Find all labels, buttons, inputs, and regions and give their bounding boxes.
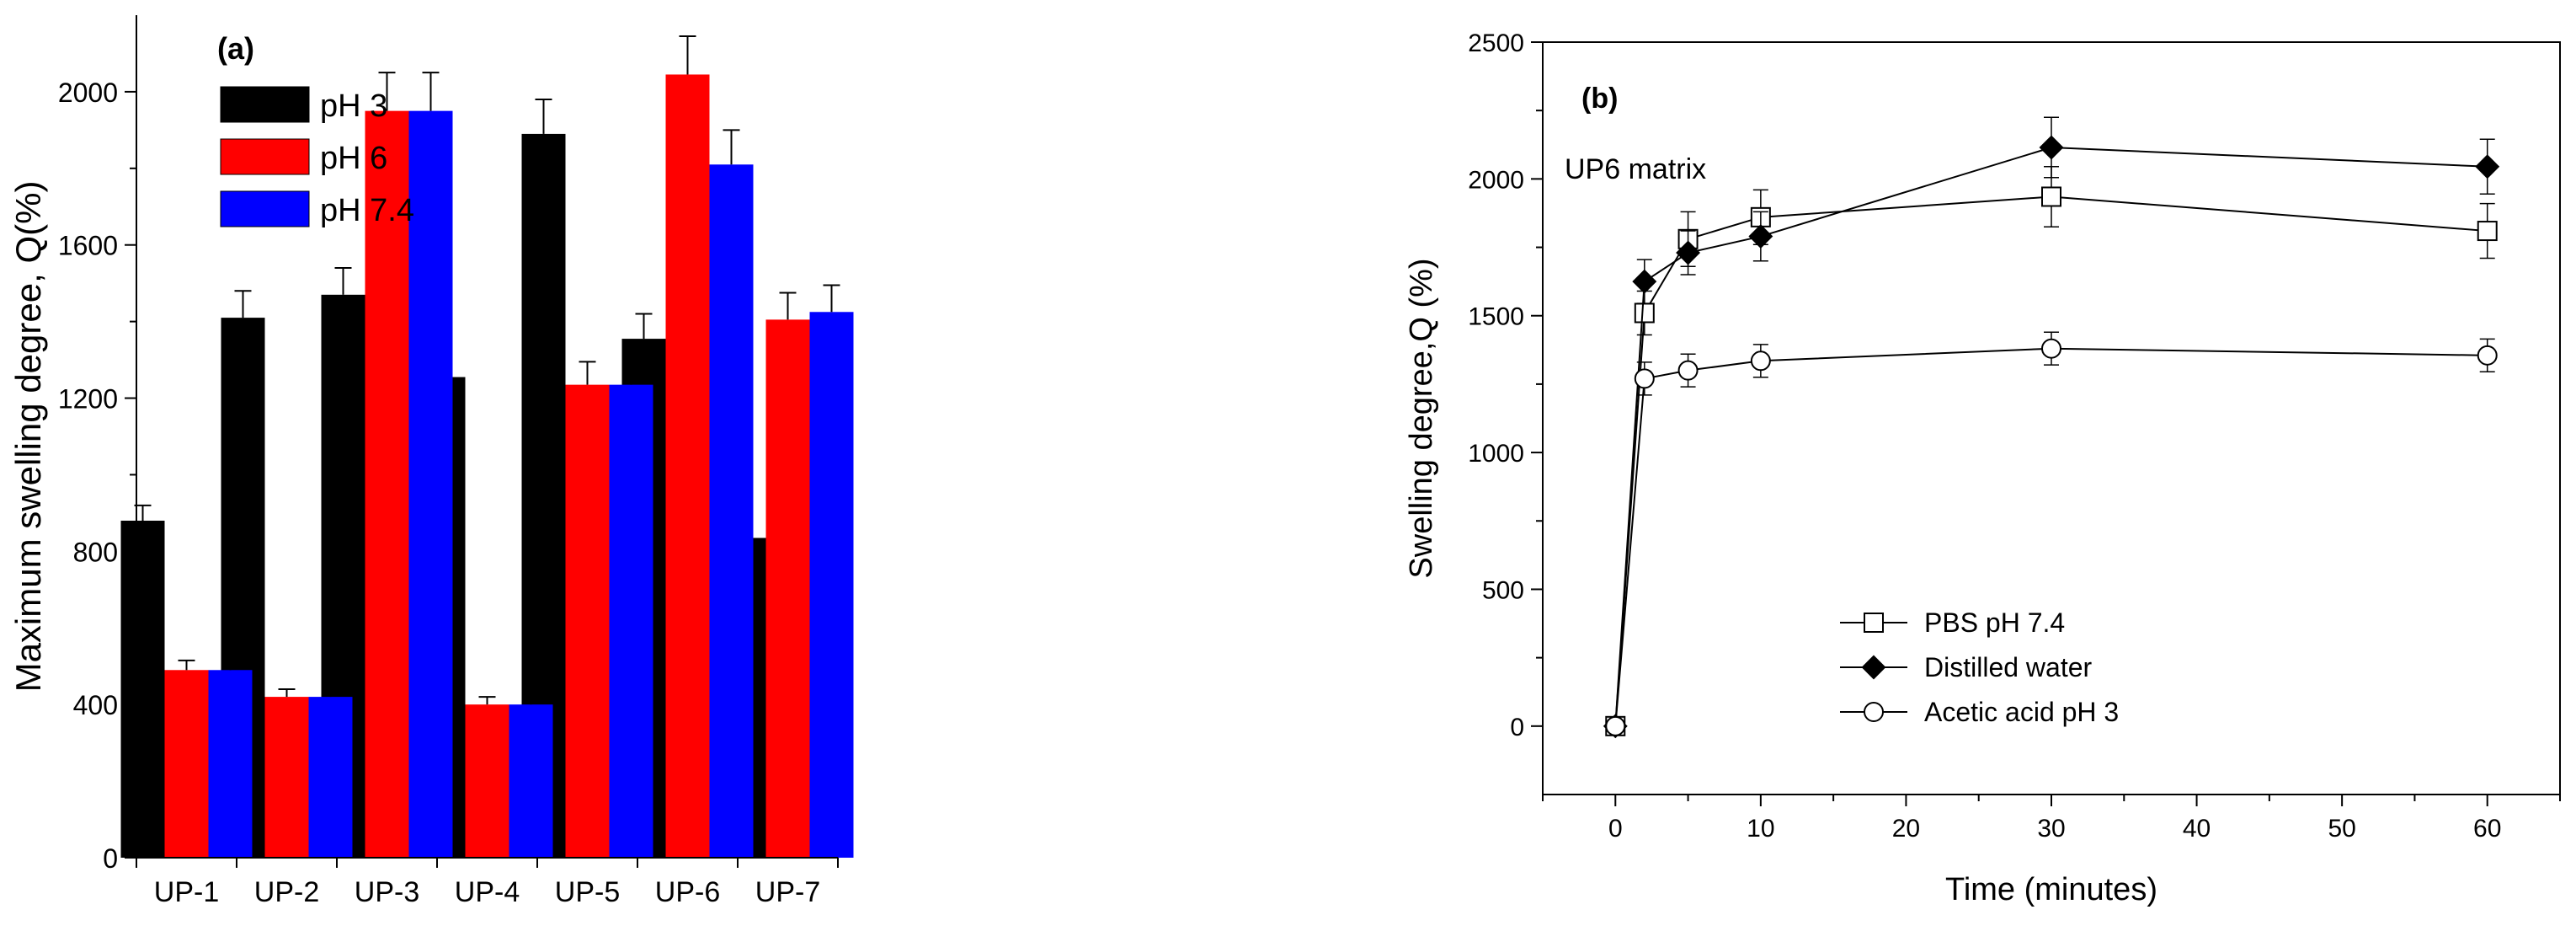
legend-marker bbox=[1864, 613, 1884, 633]
y-tick-label: 1200 bbox=[58, 384, 118, 415]
x-tick-label: 10 bbox=[1747, 815, 1774, 843]
y-tick-label: 2000 bbox=[58, 78, 118, 108]
bar bbox=[509, 704, 553, 858]
x-tick-label: UP-2 bbox=[254, 876, 319, 908]
bar bbox=[765, 319, 810, 858]
y-tick-label: 2500 bbox=[1468, 29, 1524, 57]
y-axis-title: Maximum swelling degree, Q(%) bbox=[8, 181, 48, 693]
data-point bbox=[1750, 350, 1771, 372]
data-point bbox=[2041, 186, 2061, 207]
data-point bbox=[1605, 715, 1626, 736]
x-tick-label: UP-6 bbox=[655, 876, 720, 908]
legend-label: pH 6 bbox=[320, 141, 387, 176]
data-point bbox=[1634, 302, 1655, 324]
legend-swatch bbox=[220, 86, 310, 123]
legend-swatch bbox=[220, 190, 310, 227]
bar bbox=[264, 697, 309, 858]
line-chart-panel-b: 0 500 1000 1500 2000 2500 0 10 20 30 40 50 60 Time (m… bbox=[1404, 29, 2561, 907]
y-axis-title: Swelling degree,Q (%) bbox=[1404, 258, 1439, 578]
annotation: UP6 matrix bbox=[1565, 153, 1706, 185]
bar bbox=[709, 164, 754, 859]
bar bbox=[208, 670, 253, 858]
bar bbox=[408, 110, 453, 859]
legend-marker bbox=[1861, 655, 1886, 680]
bar bbox=[365, 110, 409, 859]
data-point bbox=[1632, 269, 1657, 294]
x-tick-label: UP-5 bbox=[555, 876, 620, 908]
y-tick-label: 0 bbox=[103, 843, 118, 874]
legend-label: PBS pH 7.4 bbox=[1924, 607, 2065, 638]
bar bbox=[308, 697, 353, 858]
legend-marker bbox=[1864, 702, 1884, 722]
legend-label: Acetic acid pH 3 bbox=[1924, 697, 2119, 727]
data-point bbox=[1677, 360, 1699, 381]
x-tick-label: UP-1 bbox=[154, 876, 219, 908]
y-tick-label: 500 bbox=[1482, 576, 1524, 604]
x-tick-label: 30 bbox=[2037, 815, 2065, 843]
data-point bbox=[1748, 224, 1773, 249]
series-line bbox=[1614, 195, 2488, 726]
data-point bbox=[2039, 135, 2064, 160]
legend-label: Distilled water bbox=[1924, 652, 2093, 682]
bar-chart-panel-a: 0 400 800 1200 1600 2000 UP-1 UP-2 UP-3 UP-4 UP-5 U… bbox=[8, 15, 854, 908]
y-tick-label: 1000 bbox=[1468, 440, 1524, 468]
series-line bbox=[1614, 147, 2488, 726]
bar bbox=[609, 384, 653, 858]
y-tick-label: 2000 bbox=[1468, 166, 1524, 194]
bar bbox=[120, 521, 165, 858]
x-tick-label: UP-3 bbox=[355, 876, 419, 908]
data-point bbox=[1676, 240, 1701, 265]
y-tick-label: 1500 bbox=[1468, 303, 1524, 331]
y-tick-label: 0 bbox=[1510, 714, 1524, 741]
x-tick-label: 60 bbox=[2473, 815, 2501, 843]
series-line bbox=[1614, 347, 2488, 726]
bar bbox=[665, 74, 710, 859]
data-point bbox=[1634, 368, 1655, 389]
data-point bbox=[2477, 221, 2498, 242]
x-tick-label: 0 bbox=[1608, 815, 1623, 843]
x-tick-label: 40 bbox=[2183, 815, 2211, 843]
panel-label: (a) bbox=[217, 31, 254, 66]
legend-swatch bbox=[220, 138, 310, 175]
data-point bbox=[2477, 345, 2498, 366]
x-tick-label: UP-7 bbox=[755, 876, 820, 908]
x-tick-label: 20 bbox=[1892, 815, 1920, 843]
y-tick-label: 1600 bbox=[58, 231, 118, 261]
y-tick-label: 800 bbox=[73, 537, 118, 567]
bar bbox=[465, 704, 509, 858]
bar bbox=[809, 312, 854, 859]
data-point bbox=[2475, 154, 2500, 179]
legend-label: pH 7.4 bbox=[320, 193, 414, 228]
x-axis-title: Time (minutes) bbox=[1945, 872, 2157, 907]
x-tick-label: UP-4 bbox=[455, 876, 520, 908]
bar bbox=[164, 670, 209, 858]
data-point bbox=[2041, 338, 2061, 359]
panel-label: (b) bbox=[1581, 83, 1618, 115]
y-tick-label: 400 bbox=[73, 690, 118, 720]
x-tick-label: 50 bbox=[2328, 815, 2355, 843]
legend-label: pH 3 bbox=[320, 88, 387, 124]
bar bbox=[565, 384, 610, 858]
